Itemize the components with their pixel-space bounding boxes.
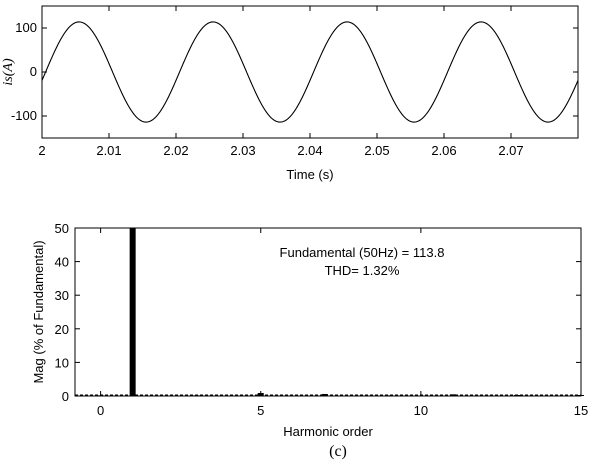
- spectrum-y-tick-label: 30: [55, 288, 69, 303]
- harmonic-bar: [321, 393, 328, 396]
- harmonic-bar: [513, 394, 520, 396]
- spectrum-y-axis-label: Mag (% of Fundamental): [31, 240, 46, 383]
- waveform-x-tick-label: 2.03: [230, 143, 255, 158]
- spectrum-x-axis-label: Harmonic order: [283, 424, 373, 439]
- spectrum-y-tick-label: 50: [55, 221, 69, 236]
- waveform-x-tick-label: 2.02: [163, 143, 188, 158]
- spectrum-y-tick-label: 40: [55, 255, 69, 270]
- thd-annotation: THD= 1.32%: [325, 263, 400, 278]
- spectrum-x-tick-label: 10: [414, 403, 428, 418]
- fundamental-annotation: Fundamental (50Hz) = 113.8: [280, 245, 445, 260]
- spectrum-x-tick-label: 5: [257, 403, 264, 418]
- spectrum-x-ticks: 0 5 10 15: [97, 228, 588, 418]
- waveform-y-tick-label: 0: [30, 64, 37, 79]
- spectrum-x-tick-label: 0: [97, 403, 104, 418]
- spectrum-y-ticks: 0 10 20 30 40 50: [55, 221, 581, 404]
- spectrum-x-tick-label: 15: [574, 403, 588, 418]
- waveform-x-tick-label: 2.01: [96, 143, 121, 158]
- waveform-x-ticks: 2 2.01 2.02 2.03 2.04 2.05 2.06 2.07: [38, 6, 524, 158]
- waveform-y-axis-label: is(A): [1, 58, 16, 86]
- spectrum-y-tick-label: 10: [55, 355, 69, 370]
- waveform-x-axis-label: Time (s): [286, 167, 333, 182]
- harmonic-spectrum-plot: 0 10 20 30 40 50 0 5 10 15 Fundamental (50Hz) = …: [31, 221, 588, 439]
- harmonic-bar: [385, 395, 392, 396]
- waveform-y-ticks: 100 0 -100: [11, 20, 578, 123]
- waveform-x-tick-label: 2: [38, 143, 45, 158]
- harmonic-bar: [449, 394, 456, 396]
- waveform-x-tick-label: 2.04: [297, 143, 322, 158]
- spectrum-plot-frame: [74, 227, 582, 397]
- waveform-x-tick-label: 2.05: [364, 143, 389, 158]
- waveform-y-tick-label: 100: [15, 20, 37, 35]
- harmonic-bar: [129, 228, 136, 396]
- waveform-plot: 100 0 -100 2 2.01 2.02 2.03 2.04 2.05 2.06 2.07 T…: [1, 5, 579, 182]
- waveform-y-tick-label: -100: [11, 108, 37, 123]
- waveform-x-tick-label: 2.07: [498, 143, 523, 158]
- spectrum-y-tick-label: 0: [62, 389, 69, 404]
- figure-caption: (c): [329, 443, 347, 460]
- current-waveform-line: [41, 21, 579, 123]
- harmonic-bar: [193, 395, 200, 396]
- spectrum-y-tick-label: 20: [55, 322, 69, 337]
- waveform-plot-frame: [41, 5, 579, 139]
- waveform-x-tick-label: 2.06: [431, 143, 456, 158]
